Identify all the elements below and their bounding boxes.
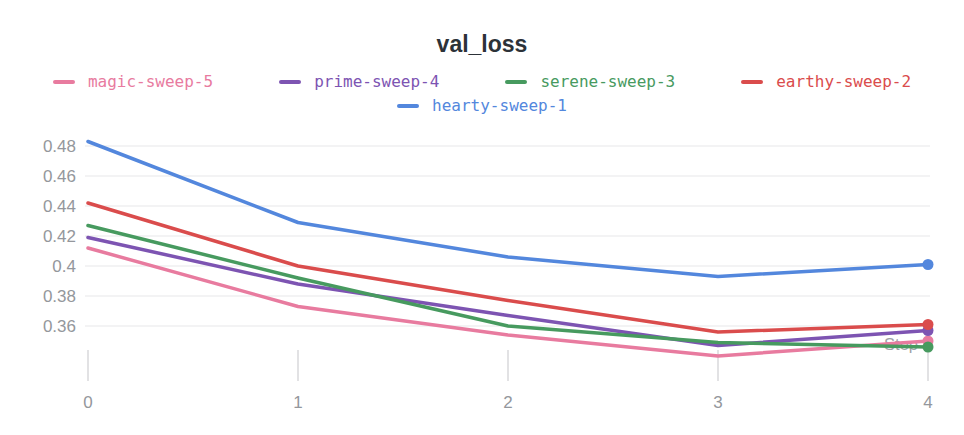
y-axis-tick-label: 0.36 (43, 317, 76, 336)
series-line-earthy-sweep-2[interactable] (88, 203, 928, 332)
legend-line-swatch-icon (505, 80, 527, 84)
y-axis-tick-label: 0.44 (43, 197, 76, 216)
legend-line-swatch-icon (279, 80, 301, 84)
legend-item-label: earthy-sweep-2 (776, 71, 911, 93)
y-axis-tick-label: 0.46 (43, 167, 76, 186)
wandb-val-loss-panel: val_loss magic-sweep-5 prime-sweep-4 seren… (0, 0, 964, 435)
legend-item-earthy-sweep-2[interactable]: earthy-sweep-2 (741, 71, 911, 93)
legend-line-swatch-icon (53, 80, 75, 84)
x-axis-tick-label: 1 (293, 393, 302, 412)
endpoint-dot-hearty-sweep-1[interactable] (923, 259, 934, 270)
legend-item-prime-sweep-4[interactable]: prime-sweep-4 (279, 71, 439, 93)
x-axis-tick-label: 3 (713, 393, 722, 412)
y-axis-tick-label: 0.48 (43, 137, 76, 156)
legend: magic-sweep-5 prime-sweep-4 serene-sweep-3… (0, 70, 964, 118)
legend-line-swatch-icon (741, 80, 763, 84)
y-axis-tick-label: 0.38 (43, 287, 76, 306)
endpoint-dot-serene-sweep-3[interactable] (923, 342, 934, 353)
chart-title: val_loss (0, 30, 964, 58)
legend-line-swatch-icon (397, 104, 419, 108)
legend-item-hearty-sweep-1[interactable]: hearty-sweep-1 (397, 95, 567, 117)
line-chart[interactable]: 0.480.460.440.420.40.380.3601234Step (0, 123, 964, 435)
legend-item-label: hearty-sweep-1 (432, 95, 567, 117)
legend-row-2: hearty-sweep-1 (0, 94, 964, 118)
x-axis-tick-label: 2 (503, 393, 512, 412)
legend-row-1: magic-sweep-5 prime-sweep-4 serene-sweep-3… (0, 70, 964, 94)
x-axis-tick-label: 0 (83, 393, 92, 412)
y-axis-tick-label: 0.42 (43, 227, 76, 246)
legend-item-label: serene-sweep-3 (540, 71, 675, 93)
y-axis-tick-label: 0.4 (52, 257, 76, 276)
legend-item-label: magic-sweep-5 (88, 71, 213, 93)
legend-item-serene-sweep-3[interactable]: serene-sweep-3 (505, 71, 675, 93)
legend-item-label: prime-sweep-4 (314, 71, 439, 93)
endpoint-dot-earthy-sweep-2[interactable] (923, 319, 934, 330)
legend-item-magic-sweep-5[interactable]: magic-sweep-5 (53, 71, 213, 93)
x-axis-tick-label: 4 (923, 393, 932, 412)
